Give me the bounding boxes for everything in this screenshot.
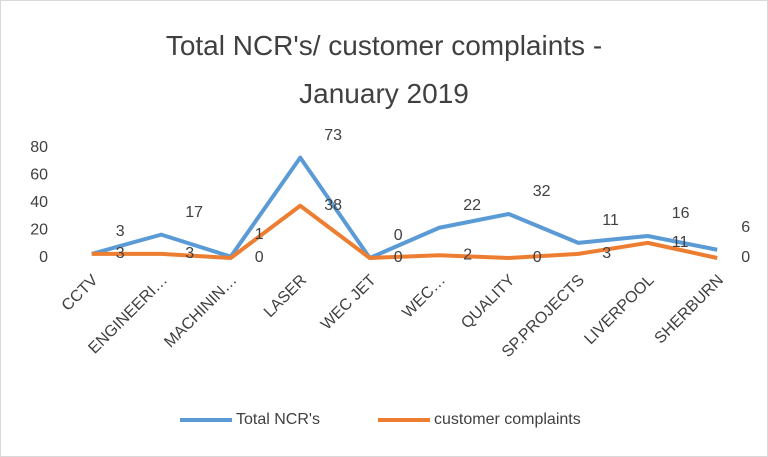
data-label: 3	[602, 245, 611, 262]
chart-title: Total NCR's/ customer complaints - Janua…	[165, 30, 603, 109]
data-label: 32	[533, 183, 551, 200]
y-tick-label: 40	[30, 194, 48, 211]
data-label: 1	[255, 226, 264, 243]
series-line	[91, 155, 718, 260]
legend-label: Total NCR's	[236, 411, 320, 428]
data-label: 38	[324, 197, 342, 214]
data-label: 0	[533, 249, 542, 266]
data-label: 16	[672, 205, 690, 222]
data-label: 3	[185, 245, 194, 262]
data-label: 0	[394, 227, 403, 244]
data-label: 22	[463, 197, 481, 214]
data-label: 0	[741, 249, 750, 266]
legend-label: customer complaints	[434, 411, 581, 428]
data-label: 0	[394, 249, 403, 266]
data-label: 3	[116, 223, 125, 240]
data-label: 3	[116, 245, 125, 262]
y-tick-label: 20	[30, 222, 48, 239]
data-label: 6	[741, 219, 750, 236]
y-tick-label: 0	[39, 249, 48, 266]
y-tick-label: 80	[30, 139, 48, 156]
data-label: 73	[324, 127, 342, 144]
data-label: 0	[255, 249, 264, 266]
data-label: 11	[672, 234, 689, 251]
data-label: 11	[602, 212, 619, 229]
series-line	[91, 203, 718, 260]
data-label: 2	[463, 246, 472, 263]
data-label: 17	[185, 204, 203, 221]
y-tick-label: 60	[30, 167, 48, 184]
